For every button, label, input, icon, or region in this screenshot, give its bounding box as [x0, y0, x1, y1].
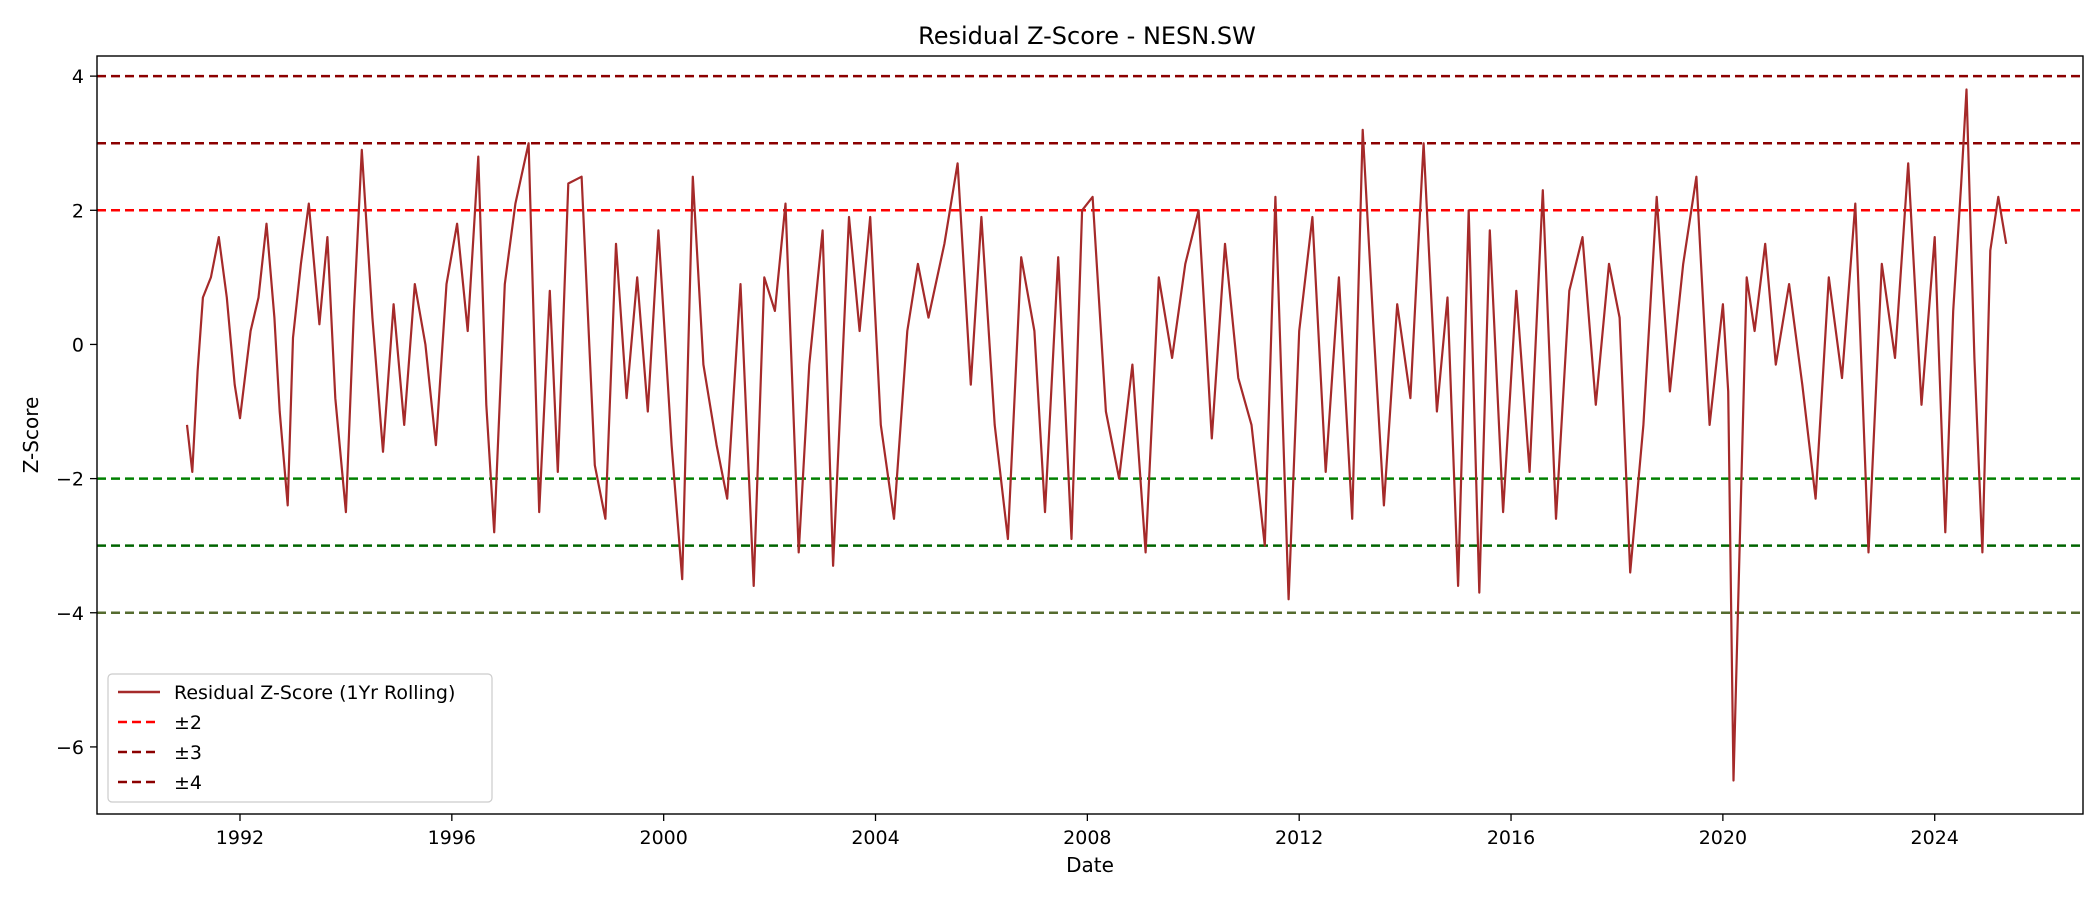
- y-tick-label: 2: [72, 200, 84, 222]
- reference-lines: [97, 74, 2083, 615]
- legend-label-pm2: ±2: [174, 712, 202, 734]
- legend-label-pm3: ±3: [174, 742, 202, 764]
- x-tick-label: 1996: [428, 827, 476, 849]
- y-tick-label: 4: [72, 66, 84, 88]
- x-tick-label: 2000: [639, 827, 687, 849]
- x-axis-ticks: 1992 1996 2000 2004 2008 2012 2016 2020 2024: [216, 814, 1959, 849]
- chart-title: Residual Z-Score - NESN.SW: [918, 22, 1256, 50]
- x-tick-label: 2016: [1487, 827, 1535, 849]
- plot-frame: [96, 55, 2084, 815]
- y-axis-ticks: −6 −4 −2 0 2 4: [56, 66, 97, 759]
- y-tick-label: −6: [56, 737, 84, 759]
- x-tick-label: 2024: [1911, 827, 1959, 849]
- y-tick-label: 0: [72, 334, 84, 356]
- legend-label-zscore: Residual Z-Score (1Yr Rolling): [174, 682, 455, 704]
- legend: Residual Z-Score (1Yr Rolling) ±2 ±3 ±4: [107, 673, 493, 803]
- series-lines: [185, 88, 2008, 782]
- x-tick-label: 2008: [1063, 827, 1111, 849]
- y-axis-label: Z-Score: [19, 397, 43, 474]
- x-tick-label: 2012: [1275, 827, 1323, 849]
- legend-frame: [107, 673, 493, 803]
- x-tick-label: 2020: [1699, 827, 1747, 849]
- x-tick-label: 1992: [216, 827, 264, 849]
- y-tick-label: −2: [56, 469, 84, 491]
- x-tick-label: 2004: [851, 827, 899, 849]
- y-tick-label: −4: [56, 603, 84, 625]
- x-axis-label: Date: [1066, 853, 1114, 877]
- zscore-series-line: [185, 88, 2008, 782]
- legend-label-pm4: ±4: [174, 772, 202, 794]
